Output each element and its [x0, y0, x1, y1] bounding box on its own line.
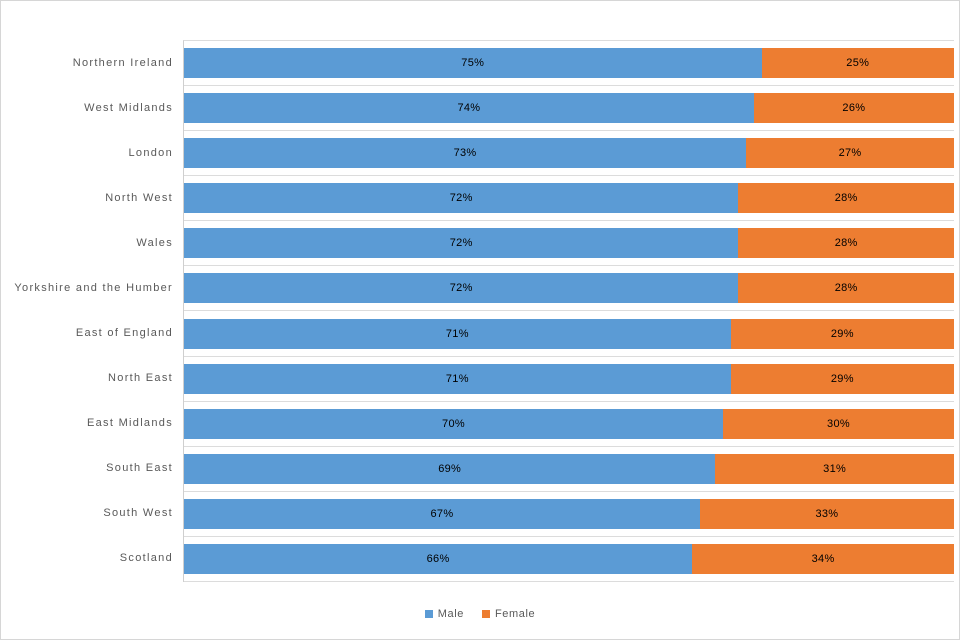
category-label: North West: [105, 191, 173, 204]
category-row: 73% 27%: [184, 131, 954, 177]
bar-segment-female: 28%: [738, 273, 954, 304]
legend-item-female: Female: [481, 608, 536, 620]
category-label: Northern Ireland: [72, 56, 173, 69]
category-row: 72% 28%: [184, 176, 954, 222]
data-label: 72%: [449, 237, 473, 250]
bar-segment-male: 72%: [184, 228, 739, 259]
data-label: 25%: [846, 57, 870, 70]
data-label: 28%: [834, 282, 858, 295]
bar-segment-male: 72%: [184, 183, 739, 214]
data-label: 33%: [815, 507, 839, 520]
category-label: South West: [103, 507, 173, 520]
category-label: London: [128, 146, 173, 159]
stacked-bar: 66% 34%: [184, 543, 954, 574]
category-row: 66% 34%: [184, 537, 954, 582]
legend-label-male: Male: [437, 608, 464, 620]
category-label: South East: [106, 462, 173, 475]
category-label: Wales: [136, 236, 173, 249]
category-row: 70% 30%: [184, 402, 954, 447]
stacked-bar: 70% 30%: [184, 408, 954, 439]
data-label: 28%: [834, 237, 858, 250]
data-label: 73%: [453, 147, 477, 160]
stacked-bar: 72% 28%: [184, 183, 954, 214]
legend: Male Female: [1, 608, 959, 620]
category-label: Yorkshire and the Humber: [14, 281, 173, 294]
bar-segment-female: 27%: [746, 138, 954, 169]
bar-segment-female: 30%: [723, 408, 954, 439]
data-label: 30%: [827, 417, 850, 430]
data-label: 34%: [811, 552, 835, 565]
bar-segment-male: 66%: [184, 543, 693, 574]
legend-label-female: Female: [494, 608, 536, 620]
category-label: West Midlands: [84, 101, 173, 114]
stacked-bar: 67% 33%: [184, 498, 954, 529]
data-label: 31%: [823, 462, 847, 475]
stacked-bar: 73% 27%: [184, 138, 954, 169]
bar-segment-male: 75%: [184, 48, 762, 79]
legend-swatch-male-icon: [424, 610, 433, 618]
category-label: Scotland: [119, 552, 173, 565]
bar-segment-male: 67%: [184, 498, 700, 529]
category-row: 72% 28%: [184, 221, 954, 267]
stacked-bar: 71% 29%: [184, 318, 954, 349]
bar-segment-male: 73%: [184, 138, 747, 169]
stacked-bar: 75% 25%: [184, 48, 954, 79]
data-label: 29%: [830, 327, 854, 340]
category-row: 74% 26%: [184, 86, 954, 132]
category-label: East Midlands: [87, 417, 173, 430]
stacked-bar: 72% 28%: [184, 273, 954, 304]
category-row: 71% 29%: [184, 311, 954, 357]
bar-segment-female: 34%: [692, 543, 954, 574]
data-label: 71%: [445, 327, 469, 340]
data-label: 28%: [834, 192, 858, 205]
bar-segment-male: 74%: [184, 93, 754, 124]
data-label: 67%: [430, 507, 454, 520]
stacked-bar: 72% 28%: [184, 228, 954, 259]
data-label: 70%: [442, 417, 465, 430]
data-label: 74%: [457, 102, 481, 115]
data-label: 75%: [461, 57, 485, 70]
category-label: North East: [108, 372, 173, 385]
bar-segment-male: 72%: [184, 273, 739, 304]
category-row: 67% 33%: [184, 492, 954, 537]
category-row: 75% 25%: [184, 41, 954, 87]
bar-segment-female: 28%: [738, 183, 954, 214]
bar-segment-male: 71%: [184, 363, 731, 394]
legend-item-male: Male: [424, 608, 464, 620]
data-label: 27%: [838, 147, 862, 160]
bar-segment-female: 26%: [753, 93, 954, 124]
data-label: 26%: [842, 102, 866, 115]
data-label: 66%: [426, 552, 450, 565]
bar-segment-male: 69%: [184, 453, 716, 484]
bar-segment-female: 31%: [715, 453, 954, 484]
category-labels: Northern Ireland West Midlands London North…: [1, 40, 177, 581]
bar-segment-female: 29%: [730, 318, 954, 349]
category-row: 69% 31%: [184, 447, 954, 492]
data-label: 72%: [449, 282, 473, 295]
bar-segment-male: 70%: [184, 408, 723, 439]
stacked-bar: 71% 29%: [184, 363, 954, 394]
bar-segment-female: 25%: [761, 48, 954, 79]
bar-segment-female: 28%: [738, 228, 954, 259]
data-label: 72%: [449, 192, 473, 205]
bar-segment-female: 29%: [730, 363, 954, 394]
legend-swatch-female-icon: [481, 610, 490, 618]
stacked-bar: 74% 26%: [184, 93, 954, 124]
stacked-bar: 69% 31%: [184, 453, 954, 484]
plot-area: 75% 25% 74% 26% 73% 27% 72% 28% 72% 28% 72% 28% 71% 2…: [183, 40, 954, 582]
data-label: 69%: [438, 462, 462, 475]
category-label: East of England: [75, 327, 173, 339]
data-label: 71%: [445, 372, 469, 385]
bar-segment-male: 71%: [184, 318, 731, 349]
bar-segment-female: 33%: [699, 498, 954, 529]
category-row: 72% 28%: [184, 266, 954, 312]
category-row: 71% 29%: [184, 357, 954, 402]
data-label: 29%: [830, 372, 854, 385]
